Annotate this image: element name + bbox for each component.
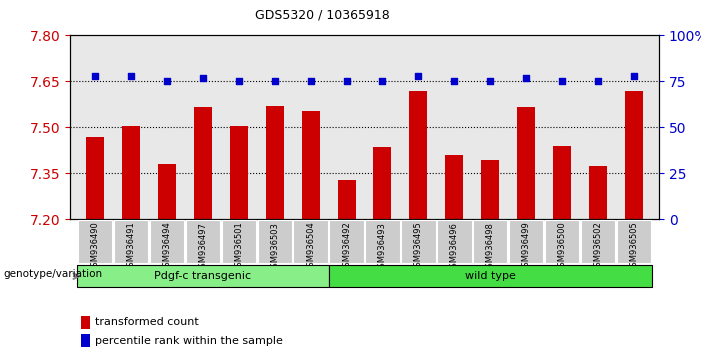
FancyBboxPatch shape: [437, 220, 472, 263]
Bar: [122, 126, 140, 219]
Text: GSM936498: GSM936498: [486, 222, 495, 273]
Point: [233, 79, 245, 84]
Bar: [158, 164, 176, 219]
Bar: [374, 147, 391, 219]
FancyBboxPatch shape: [78, 220, 112, 263]
Bar: [517, 108, 535, 219]
Text: GDS5320 / 10365918: GDS5320 / 10365918: [255, 9, 390, 22]
FancyBboxPatch shape: [77, 265, 329, 287]
Bar: [553, 146, 571, 219]
Text: GSM936491: GSM936491: [127, 222, 135, 273]
Point: [90, 73, 101, 79]
Text: percentile rank within the sample: percentile rank within the sample: [95, 336, 283, 346]
Point: [198, 75, 209, 81]
Bar: [409, 91, 428, 219]
FancyBboxPatch shape: [114, 220, 149, 263]
FancyBboxPatch shape: [294, 220, 328, 263]
Point: [557, 79, 568, 84]
FancyBboxPatch shape: [401, 220, 435, 263]
FancyBboxPatch shape: [365, 220, 400, 263]
Text: GSM936502: GSM936502: [594, 222, 602, 273]
FancyBboxPatch shape: [580, 220, 615, 263]
FancyBboxPatch shape: [150, 220, 184, 263]
Text: Pdgf-c transgenic: Pdgf-c transgenic: [154, 271, 252, 281]
FancyBboxPatch shape: [473, 220, 508, 263]
Point: [341, 79, 352, 84]
Text: GSM936492: GSM936492: [342, 222, 351, 273]
Point: [413, 73, 424, 79]
Bar: [589, 166, 607, 219]
Text: GSM936500: GSM936500: [557, 222, 566, 273]
Bar: [230, 126, 248, 219]
Bar: [481, 160, 499, 219]
Text: GSM936493: GSM936493: [378, 222, 387, 273]
Text: transformed count: transformed count: [95, 317, 198, 327]
FancyBboxPatch shape: [186, 220, 220, 263]
FancyBboxPatch shape: [617, 220, 651, 263]
Text: GSM936501: GSM936501: [234, 222, 243, 273]
Text: GSM936490: GSM936490: [90, 222, 100, 273]
Text: GSM936494: GSM936494: [163, 222, 172, 273]
Bar: [625, 91, 643, 219]
Point: [125, 73, 137, 79]
Text: genotype/variation: genotype/variation: [4, 269, 102, 279]
Point: [161, 79, 172, 84]
Text: GSM936497: GSM936497: [198, 222, 207, 273]
Bar: [445, 155, 463, 219]
Bar: [86, 137, 104, 219]
FancyBboxPatch shape: [329, 220, 364, 263]
Text: GSM936505: GSM936505: [629, 222, 639, 273]
Point: [484, 79, 496, 84]
Bar: [301, 110, 320, 219]
Bar: [338, 179, 355, 219]
Text: GSM936504: GSM936504: [306, 222, 315, 273]
Point: [628, 73, 639, 79]
Text: GSM936495: GSM936495: [414, 222, 423, 273]
Text: wild type: wild type: [465, 271, 516, 281]
Point: [520, 75, 531, 81]
FancyBboxPatch shape: [222, 220, 256, 263]
FancyBboxPatch shape: [509, 220, 543, 263]
FancyBboxPatch shape: [329, 265, 652, 287]
Bar: [266, 106, 284, 219]
FancyBboxPatch shape: [545, 220, 579, 263]
Bar: [194, 108, 212, 219]
Text: GSM936503: GSM936503: [271, 222, 279, 273]
Point: [377, 79, 388, 84]
Point: [449, 79, 460, 84]
Text: GSM936499: GSM936499: [522, 222, 531, 273]
Point: [592, 79, 604, 84]
FancyBboxPatch shape: [257, 220, 292, 263]
Text: GSM936496: GSM936496: [450, 222, 458, 273]
Point: [269, 79, 280, 84]
Point: [305, 79, 316, 84]
